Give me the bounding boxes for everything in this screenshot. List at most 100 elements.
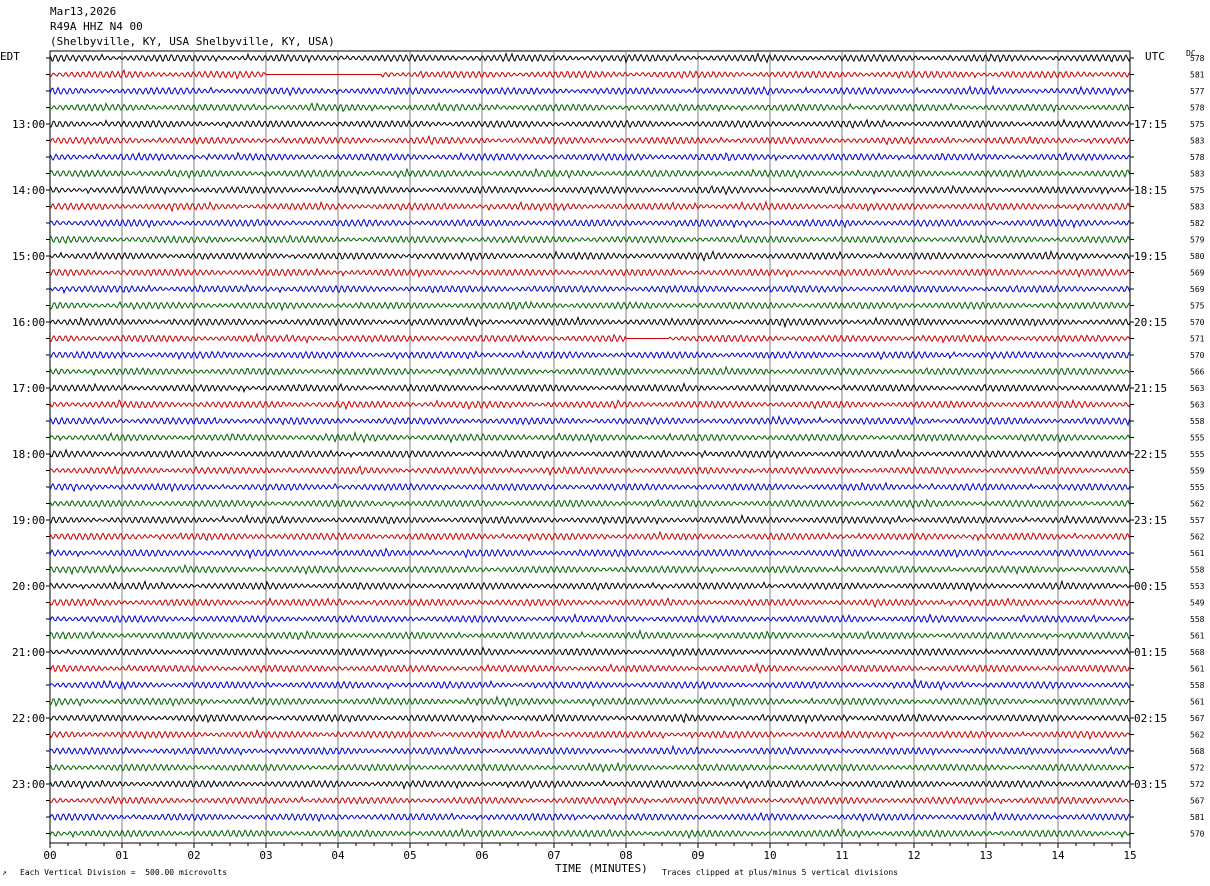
trace-line <box>49 646 1131 658</box>
dc-offset-label: 555 <box>1190 434 1205 443</box>
dc-offset-label: 562 <box>1190 500 1205 509</box>
trace-line <box>49 629 1131 641</box>
trace-line <box>49 779 1131 790</box>
x-tick-label: 15 <box>1123 849 1136 862</box>
left-hour-label: 23:00 <box>12 778 45 791</box>
trace-line <box>49 498 1131 509</box>
trace-line <box>49 101 1131 114</box>
trace-line <box>49 513 1131 526</box>
trace-line <box>49 728 1131 741</box>
dc-offset-label: 567 <box>1190 714 1205 723</box>
dc-offset-label: 575 <box>1190 186 1205 195</box>
right-hour-label: 18:15 <box>1134 184 1167 197</box>
dc-offset-label: 581 <box>1190 813 1205 822</box>
dc-label: DC <box>1186 49 1196 58</box>
left-hour-label: 15:00 <box>12 250 45 263</box>
dc-offset-label: 558 <box>1190 681 1205 690</box>
left-hour-label: 13:00 <box>12 118 45 131</box>
dc-offset-label: 558 <box>1190 615 1205 624</box>
right-hour-label: 17:15 <box>1134 118 1167 131</box>
x-tick-label: 10 <box>763 849 776 862</box>
dc-offset-label: 575 <box>1190 302 1205 311</box>
dc-offset-label: 567 <box>1190 797 1205 806</box>
dc-offset-label: 580 <box>1190 252 1205 261</box>
right-hour-label: 03:15 <box>1134 778 1167 791</box>
trace-line <box>49 300 1131 312</box>
left-hour-label: 16:00 <box>12 316 45 329</box>
trace-line <box>49 694 1131 708</box>
x-tick-label: 05 <box>403 849 416 862</box>
trace-line <box>49 167 1131 179</box>
header-location: (Shelbyville, KY, USA Shelbyville, KY, U… <box>50 35 335 48</box>
right-hour-label: 20:15 <box>1134 316 1167 329</box>
dc-offset-label: 555 <box>1190 450 1205 459</box>
trace-line <box>49 218 1131 230</box>
x-tick-label: 06 <box>475 849 488 862</box>
x-tick-label: 09 <box>691 849 704 862</box>
dc-offset-label: 563 <box>1190 401 1205 410</box>
trace-line <box>49 563 1131 576</box>
x-tick-label: 12 <box>907 849 920 862</box>
trace-line <box>49 398 1131 411</box>
dc-offset-label: 572 <box>1190 764 1205 773</box>
right-hour-label: 02:15 <box>1134 712 1167 725</box>
x-tick-label: 08 <box>619 849 632 862</box>
dc-offset-label: 557 <box>1190 516 1205 525</box>
x-tick-label: 14 <box>1051 849 1065 862</box>
dc-offset-label: 575 <box>1190 120 1205 129</box>
dc-offset-label: 563 <box>1190 384 1205 393</box>
dc-offset-label: 577 <box>1190 87 1205 96</box>
trace-line <box>49 712 1131 725</box>
dc-offset-label: 578 <box>1190 153 1205 162</box>
header-station: R49A HHZ N4 00 <box>50 20 143 33</box>
plot-frame <box>49 50 1131 844</box>
trace-line <box>49 612 1131 624</box>
trace-line <box>49 744 1131 756</box>
trace-line <box>49 332 1131 345</box>
left-hour-label: 21:00 <box>12 646 45 659</box>
left-hour-label: 22:00 <box>12 712 45 725</box>
trace-line <box>49 51 1131 65</box>
right-timezone-label: UTC <box>1145 50 1165 63</box>
trace-line <box>49 678 1131 691</box>
dc-offset-label: 561 <box>1190 698 1205 707</box>
right-hour-label: 21:15 <box>1134 382 1167 395</box>
dc-offset-label: 581 <box>1190 71 1205 80</box>
trace-line <box>49 365 1131 377</box>
dc-offset-label: 561 <box>1190 549 1205 558</box>
dc-offset-label: 570 <box>1190 351 1205 360</box>
right-hour-label: 19:15 <box>1134 250 1167 263</box>
dc-offset-label: 583 <box>1190 203 1205 212</box>
trace-line <box>49 827 1131 840</box>
dc-offset-label: 572 <box>1190 780 1205 789</box>
trace-line <box>49 184 1131 196</box>
x-tick-label: 02 <box>187 849 200 862</box>
trace-line <box>49 811 1131 823</box>
trace-line <box>49 414 1131 427</box>
left-hour-label: 17:00 <box>12 382 45 395</box>
trace-line <box>49 134 1131 146</box>
dc-offset-label: 571 <box>1190 335 1205 344</box>
trace-line <box>49 249 1131 263</box>
right-hour-label: 23:15 <box>1134 514 1167 527</box>
clip-note: Traces clipped at plus/minus 5 vertical … <box>662 868 899 877</box>
dc-offset-label: 555 <box>1190 483 1205 492</box>
dc-offset-label: 549 <box>1190 599 1205 608</box>
dc-offset-label: 553 <box>1190 582 1205 591</box>
trace-line <box>49 267 1131 279</box>
trace-line <box>49 315 1131 329</box>
trace-line <box>49 795 1131 807</box>
x-tick-label: 13 <box>979 849 992 862</box>
trace-line <box>49 68 1131 80</box>
trace-line <box>49 381 1131 394</box>
left-timezone-label: EDT <box>0 50 20 63</box>
dc-offset-label: 579 <box>1190 236 1205 245</box>
dc-offset-label: 583 <box>1190 137 1205 146</box>
x-axis-title: TIME (MINUTES) <box>555 862 648 875</box>
left-hour-label: 19:00 <box>12 514 45 527</box>
x-tick-label: 00 <box>43 849 56 862</box>
trace-line <box>49 465 1131 477</box>
dc-offset-label: 583 <box>1190 170 1205 179</box>
dc-offset-label: 578 <box>1190 104 1205 113</box>
